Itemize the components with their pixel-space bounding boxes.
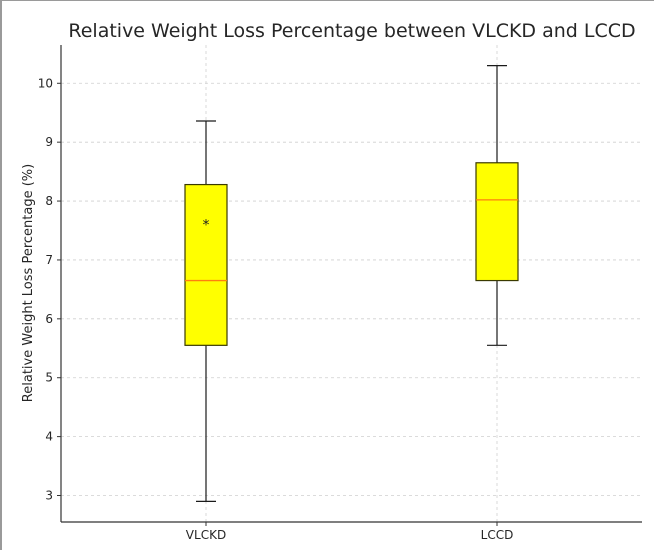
frame-border-top xyxy=(0,0,654,1)
box-layer: * xyxy=(184,65,519,502)
significance-marker-vlckd: * xyxy=(203,217,210,233)
ytick-label-8: 8 xyxy=(45,194,53,208)
ytick-label-5: 5 xyxy=(45,371,53,385)
xtick-label-lccd: LCCD xyxy=(481,528,514,542)
box-lccd xyxy=(475,65,519,346)
ytick-label-10: 10 xyxy=(38,76,53,90)
y-axis-label: Relative Weight Loss Percentage (%) xyxy=(21,164,36,402)
chart-title: Relative Weight Loss Percentage between … xyxy=(68,20,635,42)
ytick-label-7: 7 xyxy=(45,253,53,267)
ytick-label-3: 3 xyxy=(45,489,53,503)
iqr-box-vlckd xyxy=(184,183,228,346)
axes xyxy=(60,45,642,523)
iqr-box-lccd xyxy=(475,162,519,282)
frame-border-left xyxy=(0,0,2,550)
grid-lines xyxy=(61,45,642,522)
ytick-label-4: 4 xyxy=(45,430,53,444)
box-vlckd: * xyxy=(184,120,228,502)
ytick-label-9: 9 xyxy=(45,135,53,149)
tick-labels: 3 4 5 6 7 8 9 10 VLCKD LCCD xyxy=(38,76,514,542)
xtick-label-vlckd: VLCKD xyxy=(186,528,226,542)
ytick-label-6: 6 xyxy=(45,312,53,326)
